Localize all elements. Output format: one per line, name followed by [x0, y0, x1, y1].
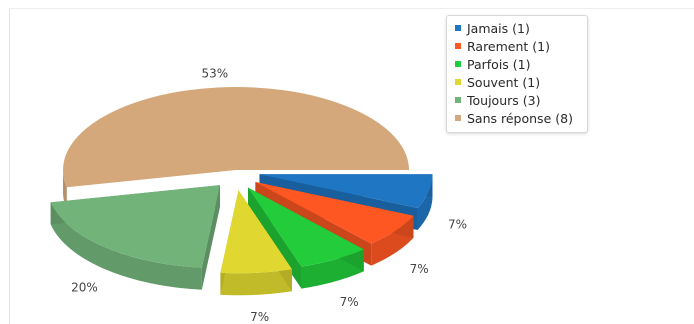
legend-label: Souvent (1) — [467, 74, 541, 90]
legend-label: Sans réponse (8) — [467, 110, 573, 126]
pie-slice-souvent — [220, 190, 292, 296]
slice-percent-label: 53% — [201, 66, 228, 80]
pie-slice-top — [50, 185, 220, 268]
legend-label: Parfois (1) — [467, 56, 531, 72]
pie-slice-side — [63, 170, 67, 210]
pie-slice-top — [255, 181, 414, 244]
pie-slice-sans-r-ponse — [62, 86, 409, 210]
legend-item-jamais: Jamais (1) — [447, 19, 587, 37]
legend-label: Toujours (3) — [467, 92, 541, 108]
legend-item-rarement: Rarement (1) — [447, 37, 587, 55]
pie-slice-side — [220, 269, 292, 296]
legend-swatch — [455, 115, 461, 121]
slice-percent-label: 7% — [340, 295, 359, 309]
pie-slice-top — [248, 187, 364, 267]
pie-slice-face — [248, 187, 302, 289]
pie-slice-side — [417, 174, 433, 230]
legend-item-sans-reponse: Sans réponse (8) — [447, 109, 587, 127]
legend-item-souvent: Souvent (1) — [447, 73, 587, 91]
legend-label: Jamais (1) — [467, 20, 530, 36]
legend-swatch — [455, 97, 461, 103]
pie-slice-side — [50, 202, 202, 290]
pie-slice-top — [62, 86, 409, 188]
pie-slice-face — [201, 185, 220, 290]
chart-legend: Jamais (1) Rarement (1) Parfois (1) Souv… — [446, 15, 588, 133]
pie-slice-top — [220, 190, 292, 274]
slice-percent-label: 20% — [71, 280, 98, 294]
legend-item-toujours: Toujours (3) — [447, 91, 587, 109]
legend-swatch — [455, 25, 461, 31]
legend-item-parfois: Parfois (1) — [447, 55, 587, 73]
slice-percent-label: 7% — [250, 310, 269, 324]
pie-slice-top — [259, 174, 433, 209]
slice-percent-label: 7% — [410, 262, 429, 276]
legend-swatch — [455, 79, 461, 85]
legend-swatch — [455, 43, 461, 49]
legend-swatch — [455, 61, 461, 67]
chart-frame — [9, 8, 694, 324]
pie-slice-toujours — [50, 185, 220, 290]
legend-label: Rarement (1) — [467, 38, 550, 54]
slice-percent-label: 7% — [448, 217, 467, 231]
pie-slice-parfois — [248, 187, 364, 289]
